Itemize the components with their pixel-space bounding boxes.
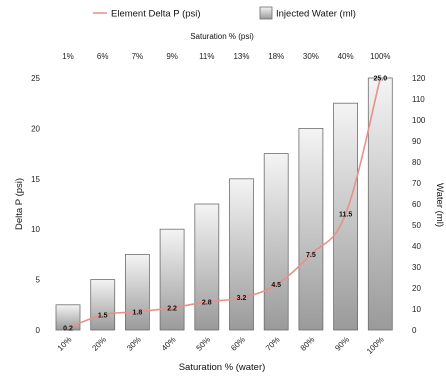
y-left-axis-title: Delta P (psi): [14, 178, 25, 230]
x-bottom-tick-label: 30%: [125, 335, 143, 353]
y-left-tick-label: 20: [31, 124, 40, 133]
water-bars: [55, 77, 393, 331]
y-right-tick-label: 120: [412, 74, 426, 83]
delta-p-data-label: 4.5: [271, 282, 281, 289]
water-bar: [298, 127, 324, 331]
water-bar: [194, 203, 220, 331]
delta-p-line: [67, 77, 382, 329]
x-bottom-tick-labels: 10% 20% 30% 40% 50% 60% 70% 80% 90% 100%: [56, 335, 386, 356]
water-bar: [229, 178, 254, 331]
water-bar: [333, 102, 359, 331]
x-bottom-axis-title: Saturation % (water): [179, 362, 266, 373]
y-right-tick-label: 110: [412, 95, 425, 104]
x-top-tick-label: 30%: [303, 52, 319, 61]
x-bottom-tick-label: 70%: [264, 335, 282, 353]
x-bottom-tick-label: 10%: [56, 335, 74, 353]
y-left-tick-label: 15: [31, 175, 40, 184]
x-bottom-tick-label: 50%: [195, 335, 213, 353]
water-bar: [159, 228, 185, 331]
y-right-tick-label: 100: [412, 116, 426, 125]
y-right-tick-labels: 0 10 20 30 40 50 60 70 80 90 100 110 120: [412, 74, 426, 335]
y-right-axis-title: Water (ml): [434, 183, 445, 227]
x-top-tick-label: 13%: [233, 52, 249, 61]
legend-line-label: Element Delta P (psi): [111, 9, 201, 20]
legend: Element Delta P (psi) Injected Water (ml…: [93, 6, 356, 20]
y-right-tick-label: 90: [412, 137, 421, 146]
x-top-tick-labels: 1% 6% 7% 9% 11% 13% 18% 30% 40% 100%: [62, 52, 390, 61]
delta-p-data-label: 1.5: [98, 312, 108, 319]
y-right-tick-label: 20: [412, 284, 421, 293]
delta-p-data-label: 2.2: [167, 305, 177, 312]
delta-p-data-label: 11.5: [339, 212, 352, 219]
delta-p-line-series: [67, 77, 382, 329]
delta-p-data-label: 3.2: [237, 295, 247, 302]
y-left-tick-labels: 0 5 10 15 20 25: [31, 74, 40, 335]
water-bar: [263, 153, 289, 331]
x-top-tick-label: 11%: [199, 52, 214, 61]
delta-p-data-label: 7.5: [306, 252, 316, 259]
y-right-tick-label: 30: [412, 263, 421, 272]
y-left-tick-label: 25: [31, 74, 40, 83]
y-right-tick-label: 40: [412, 242, 421, 251]
delta-p-data-label: 0.2: [63, 325, 73, 332]
x-bottom-tick-label: 80%: [299, 335, 317, 353]
x-bottom-tick-label: 100%: [365, 335, 386, 356]
delta-p-data-labels: 0.2 1.5 1.8 2.2 2.8 3.2 4.5 7.5 11.5 25.0: [63, 76, 387, 333]
y-right-tick-label: 10: [412, 305, 421, 314]
x-top-tick-label: 1%: [62, 52, 74, 61]
y-right-tick-label: 80: [412, 158, 421, 167]
delta-p-data-label: 2.8: [202, 299, 212, 306]
x-bottom-tick-label: 90%: [333, 335, 351, 353]
y-right-tick-label: 70: [412, 179, 421, 188]
x-top-tick-label: 6%: [97, 52, 109, 61]
y-left-tick-label: 10: [31, 225, 40, 234]
x-top-tick-label: 18%: [268, 52, 284, 61]
water-bar: [125, 253, 150, 331]
delta-p-data-label: 25.0: [373, 76, 387, 83]
legend-bar-swatch: [259, 6, 273, 20]
y-left-tick-label: 0: [36, 326, 41, 335]
y-left-tick-label: 5: [36, 276, 41, 285]
x-bottom-tick-label: 60%: [229, 335, 247, 353]
x-top-tick-label: 7%: [132, 52, 144, 61]
x-top-axis-title: Saturation % (psi): [190, 32, 254, 41]
x-bottom-tick-label: 20%: [90, 335, 108, 353]
y-right-tick-label: 50: [412, 221, 421, 230]
delta-p-data-label: 1.8: [133, 309, 143, 316]
y-right-tick-label: 0: [412, 326, 417, 335]
x-top-tick-label: 40%: [338, 52, 354, 61]
x-top-tick-label: 100%: [370, 52, 390, 61]
water-bar: [90, 279, 116, 331]
y-right-tick-label: 60: [412, 200, 421, 209]
x-bottom-tick-label: 40%: [160, 335, 178, 353]
water-bar: [55, 304, 81, 331]
legend-bar-label: Injected Water (ml): [276, 9, 356, 20]
x-top-tick-label: 9%: [166, 52, 178, 61]
